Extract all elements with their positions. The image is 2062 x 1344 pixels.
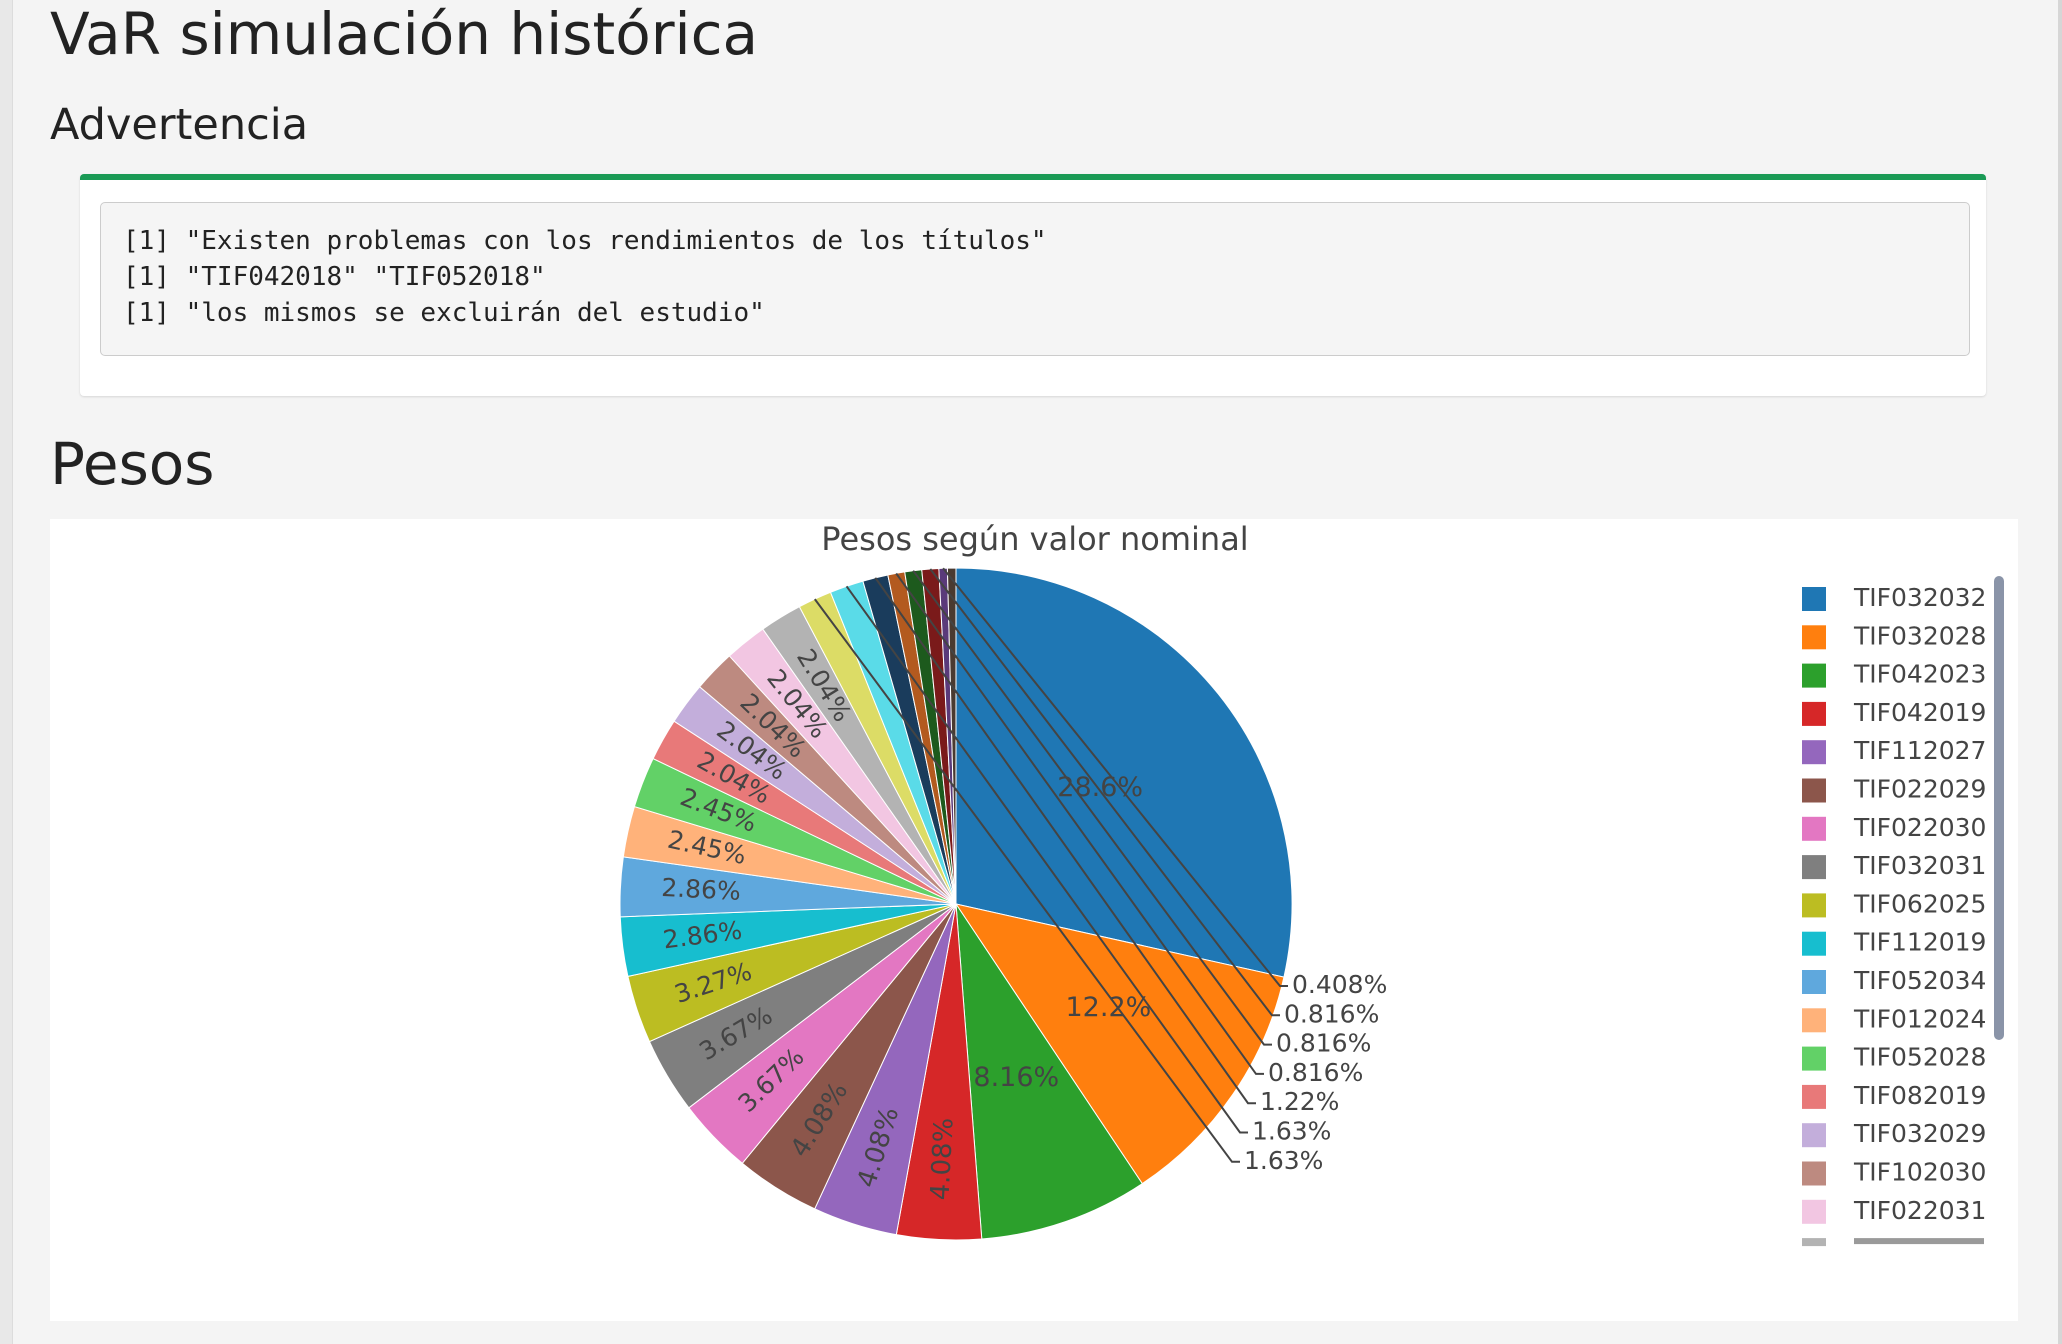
- pie-slice-label: 1.63%: [1244, 1146, 1323, 1175]
- legend: TIF032032 TIF032028 TIF042023 TIF042019 TIF1…: [1802, 583, 1986, 1247]
- legend-swatch[interactable]: [1802, 778, 1826, 803]
- legend-item-label[interactable]: TIF032029: [1853, 1119, 1986, 1148]
- pie-slice-label: 4.08%: [925, 1117, 959, 1201]
- legend-item-label-clipped: [1854, 1238, 1984, 1245]
- legend-swatch[interactable]: [1802, 970, 1826, 994]
- right-edge: [2058, 0, 2062, 1344]
- pie-leader-line: [813, 598, 1240, 1163]
- warning-line: [1] "TIF042018" "TIF052018": [123, 262, 546, 292]
- legend-item-label[interactable]: TIF032031: [1853, 851, 1986, 880]
- legend-item-label[interactable]: TIF042019: [1853, 698, 1986, 727]
- legend-swatch[interactable]: [1802, 1046, 1826, 1071]
- pie-slice-label: 8.16%: [973, 1062, 1059, 1093]
- legend-swatch[interactable]: [1802, 855, 1826, 880]
- pie-slice-label: 1.63%: [1252, 1117, 1331, 1146]
- legend-item-label[interactable]: TIF112019: [1853, 928, 1986, 957]
- legend-scrollbar[interactable]: [1994, 576, 2004, 1040]
- legend-swatch[interactable]: [1802, 893, 1826, 918]
- legend-swatch[interactable]: [1802, 1161, 1826, 1186]
- legend-item-label[interactable]: TIF022031: [1853, 1196, 1986, 1225]
- legend-item-label[interactable]: TIF032028: [1853, 621, 1986, 650]
- legend-swatch[interactable]: [1802, 587, 1826, 611]
- pie-slice-label: 1.22%: [1260, 1087, 1339, 1116]
- warning-line: [1] "los mismos se excluirán del estudio…: [123, 298, 765, 328]
- legend-item-label[interactable]: TIF012024: [1853, 1004, 1986, 1033]
- legend-item-label[interactable]: TIF052028: [1853, 1043, 1986, 1072]
- legend-item-label[interactable]: TIF042023: [1853, 660, 1986, 689]
- chart-panel: Pesos según valor nominal 28.6% 12.2% 8.16…: [50, 519, 2018, 1321]
- pie-slice-label: 0.816%: [1284, 999, 1379, 1028]
- pie-slice[interactable]: [955, 902, 1143, 1240]
- legend-item-label[interactable]: TIF062025: [1853, 889, 1986, 918]
- pie-slice-label: 2.86%: [661, 873, 742, 906]
- legend-swatch: [1802, 1238, 1826, 1247]
- warning-output: [1] "Existen problemas con los rendimien…: [100, 202, 1970, 356]
- pie-leader-line: [895, 572, 1264, 1075]
- legend-item-label[interactable]: TIF052034: [1853, 966, 1986, 995]
- legend-swatch[interactable]: [1802, 1199, 1826, 1224]
- pie-leader-line: [845, 585, 1248, 1134]
- legend-swatch[interactable]: [1802, 701, 1826, 726]
- legend-swatch[interactable]: [1802, 1084, 1826, 1109]
- pie-labels: 28.6%12.2%8.16%4.08%4.08%4.08%3.67%3.67%…: [661, 567, 1387, 1201]
- legend-item-label[interactable]: TIF022029: [1853, 775, 1986, 804]
- legend-swatch[interactable]: [1802, 1008, 1826, 1033]
- page-title: VaR simulación histórica: [50, 0, 759, 68]
- chart-title: Pesos según valor nominal: [821, 520, 1248, 558]
- sidebar-edge: [0, 0, 13, 1344]
- legend-item-label[interactable]: TIF082019: [1853, 1081, 1986, 1110]
- legend-swatch[interactable]: [1802, 1123, 1826, 1148]
- legend-swatch[interactable]: [1802, 740, 1826, 765]
- legend-item-label[interactable]: TIF022030: [1853, 813, 1986, 842]
- pie-chart: Pesos según valor nominal 28.6% 12.2% 8.16…: [619, 520, 1986, 1247]
- warning-box: [1] "Existen problemas con los rendimien…: [80, 174, 1986, 396]
- legend-item-label[interactable]: TIF112027: [1853, 736, 1986, 765]
- pesos-heading: Pesos: [50, 430, 215, 498]
- pie-leader-line: [929, 568, 1280, 1017]
- pie-leader-line: [912, 570, 1272, 1046]
- pie-slice[interactable]: [954, 903, 1285, 1185]
- legend-swatch[interactable]: [1802, 625, 1826, 650]
- pie-slices: [619, 567, 1293, 1241]
- warning-heading: Advertencia: [50, 100, 309, 150]
- legend-item-label[interactable]: TIF032032: [1853, 583, 1986, 612]
- pie-leader-line: [874, 577, 1256, 1105]
- pie-slice-label: 28.6%: [1057, 772, 1143, 803]
- pie-slice[interactable]: [955, 567, 1293, 978]
- warning-line: [1] "Existen problemas con los rendimien…: [123, 226, 1047, 256]
- legend-swatch[interactable]: [1802, 663, 1826, 688]
- legend-swatch[interactable]: [1802, 816, 1826, 841]
- pie-slice-label: 0.816%: [1276, 1029, 1371, 1058]
- legend-swatch[interactable]: [1802, 931, 1826, 956]
- pie-slice-label: 0.408%: [1292, 970, 1387, 999]
- legend-item-label[interactable]: TIF102030: [1853, 1158, 1986, 1187]
- pie-slice-label: 12.2%: [1066, 992, 1152, 1023]
- pie-slice-label: 0.816%: [1268, 1058, 1363, 1087]
- pie-leader-line: [942, 567, 1288, 987]
